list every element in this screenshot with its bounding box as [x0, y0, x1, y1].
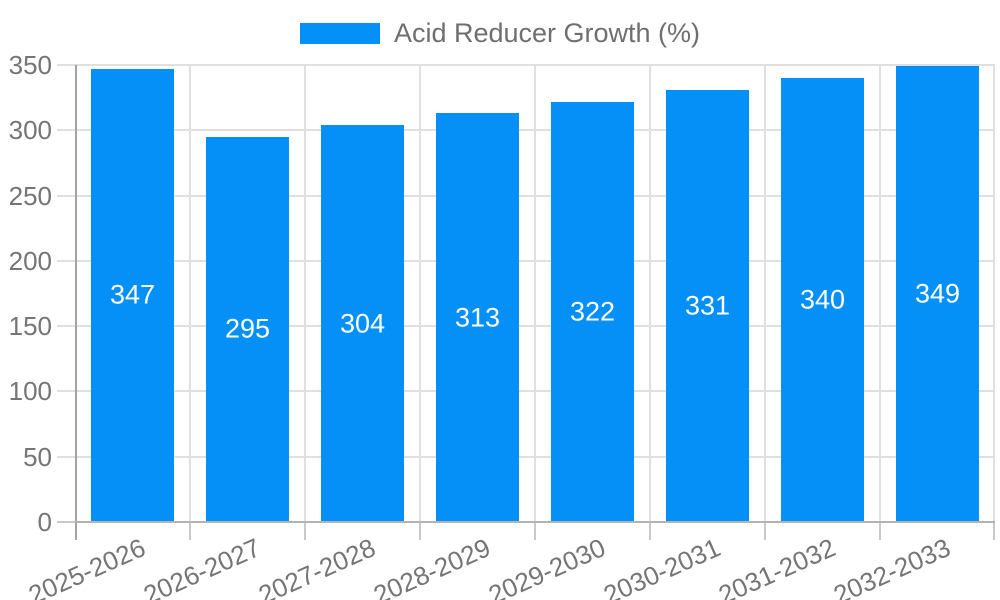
bar-2032-2033[interactable]: 349: [896, 66, 979, 522]
bar-value-label: 295: [224, 313, 271, 344]
x-category-label: 2028-2029: [369, 532, 495, 600]
bar-value-label: 304: [339, 308, 386, 339]
y-tick-label: 0: [37, 507, 52, 537]
bar-value-label: 313: [454, 302, 501, 333]
x-tick-7: [879, 522, 881, 540]
y-tick-label: 200: [8, 245, 52, 276]
h-gridline-100: [57, 390, 995, 393]
v-gridline-2: [304, 65, 306, 522]
v-gridline-4: [534, 65, 536, 522]
x-category-label: 2027-2028: [254, 532, 380, 600]
bar-value-label: 349: [914, 278, 961, 309]
x-category-label: 2026-2027: [139, 532, 265, 600]
v-gridline-6: [764, 65, 766, 522]
h-gridline-350: [57, 64, 995, 66]
y-tick-label: 50: [23, 441, 52, 472]
legend-label: Acid Reducer Growth (%): [393, 18, 701, 48]
v-gridline-3: [419, 65, 421, 522]
bar-value-label: 340: [799, 284, 846, 315]
x-tick-1: [189, 522, 191, 540]
bar-value-label: 331: [684, 290, 731, 321]
y-tick-label: 150: [8, 311, 52, 342]
h-gridline-300: [57, 129, 995, 132]
plot-area: 347 295 304 313 322 331 340 349: [57, 64, 995, 540]
bar-2028-2029[interactable]: 313: [436, 113, 519, 522]
h-gridline-250: [57, 194, 995, 197]
y-tick-label: 350: [8, 50, 52, 80]
bar-2029-2030[interactable]: 322: [551, 101, 634, 522]
bar-2031-2032[interactable]: 340: [781, 78, 864, 522]
x-axis-labels: 2025-2026 2026-2027 2027-2028 2028-2029 2029…: [24, 522, 995, 600]
x-tick-4: [534, 522, 536, 540]
x-tick-8: [993, 522, 995, 540]
y-tick-label: 300: [8, 115, 52, 146]
v-gridline-5: [649, 65, 651, 522]
v-gridline-1: [189, 65, 191, 522]
bar-value-label: 347: [109, 279, 156, 310]
x-category-label: 2030-2031: [599, 532, 725, 600]
bar-value-label: 322: [569, 296, 616, 327]
h-gridline-150: [57, 325, 995, 328]
bar-2030-2031[interactable]: 331: [666, 89, 749, 522]
bar-2025-2026[interactable]: 347: [91, 68, 174, 522]
legend-swatch: [299, 23, 380, 44]
x-category-label: 2032-2033: [829, 532, 955, 600]
x-axis-baseline: [75, 521, 995, 523]
legend[interactable]: Acid Reducer Growth (%): [0, 20, 1000, 47]
x-category-label: 2029-2030: [484, 532, 610, 600]
bar-2027-2028[interactable]: 304: [321, 125, 404, 522]
v-gridline-8: [993, 65, 995, 522]
h-gridline-50: [57, 455, 995, 458]
x-tick-2: [304, 522, 306, 540]
y-tick-label: 100: [8, 376, 52, 407]
x-tick-5: [649, 522, 651, 540]
bar-2026-2027[interactable]: 295: [206, 136, 289, 522]
y-axis-line: [75, 65, 77, 540]
y-axis-labels: 0 50 100 150 200 250 300 350: [0, 0, 52, 600]
h-gridline-200: [57, 259, 995, 262]
y-tick-label: 250: [8, 180, 52, 211]
v-gridline-7: [879, 65, 881, 522]
x-tick-3: [419, 522, 421, 540]
x-tick-6: [764, 522, 766, 540]
y-tick-0: [57, 521, 75, 523]
x-category-label: 2031-2032: [714, 532, 840, 600]
